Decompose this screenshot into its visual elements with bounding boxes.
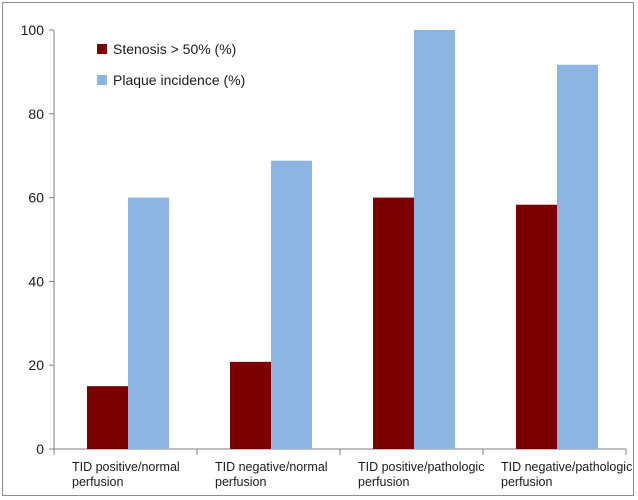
- x-category-label: TID positive/pathologic: [358, 460, 484, 474]
- x-category-label: TID positive/normal: [72, 460, 180, 474]
- chart-legend: Stenosis > 50% (%) Plaque incidence (%): [97, 41, 245, 88]
- legend-label: Plaque incidence (%): [113, 72, 245, 88]
- y-tick-label: 0: [36, 441, 44, 457]
- x-category-label: perfusion: [72, 475, 123, 489]
- bar-stenosis: [87, 386, 128, 449]
- x-category-label: TID negative/normal: [215, 460, 328, 474]
- bar-plaque: [128, 197, 169, 449]
- legend-label: Stenosis > 50% (%): [113, 41, 236, 57]
- y-tick-label: 80: [28, 106, 44, 122]
- y-tick-label: 40: [28, 273, 44, 289]
- chart-bars: [87, 30, 598, 449]
- legend-swatch: [97, 44, 107, 54]
- x-category-label: perfusion: [215, 475, 266, 489]
- legend-swatch: [97, 75, 107, 85]
- bar-stenosis: [230, 361, 271, 449]
- bar-stenosis: [373, 197, 414, 449]
- x-category-label: perfusion: [501, 475, 552, 489]
- y-tick-label: 100: [21, 22, 45, 38]
- bar-plaque: [414, 30, 455, 449]
- bar-plaque: [271, 160, 312, 449]
- bar-plaque: [557, 64, 598, 449]
- y-tick-label: 20: [28, 357, 44, 373]
- x-category-label: TID negative/pathologic: [501, 460, 632, 474]
- bar-stenosis: [516, 204, 557, 449]
- x-category-label: perfusion: [358, 475, 409, 489]
- y-tick-label: 60: [28, 190, 44, 206]
